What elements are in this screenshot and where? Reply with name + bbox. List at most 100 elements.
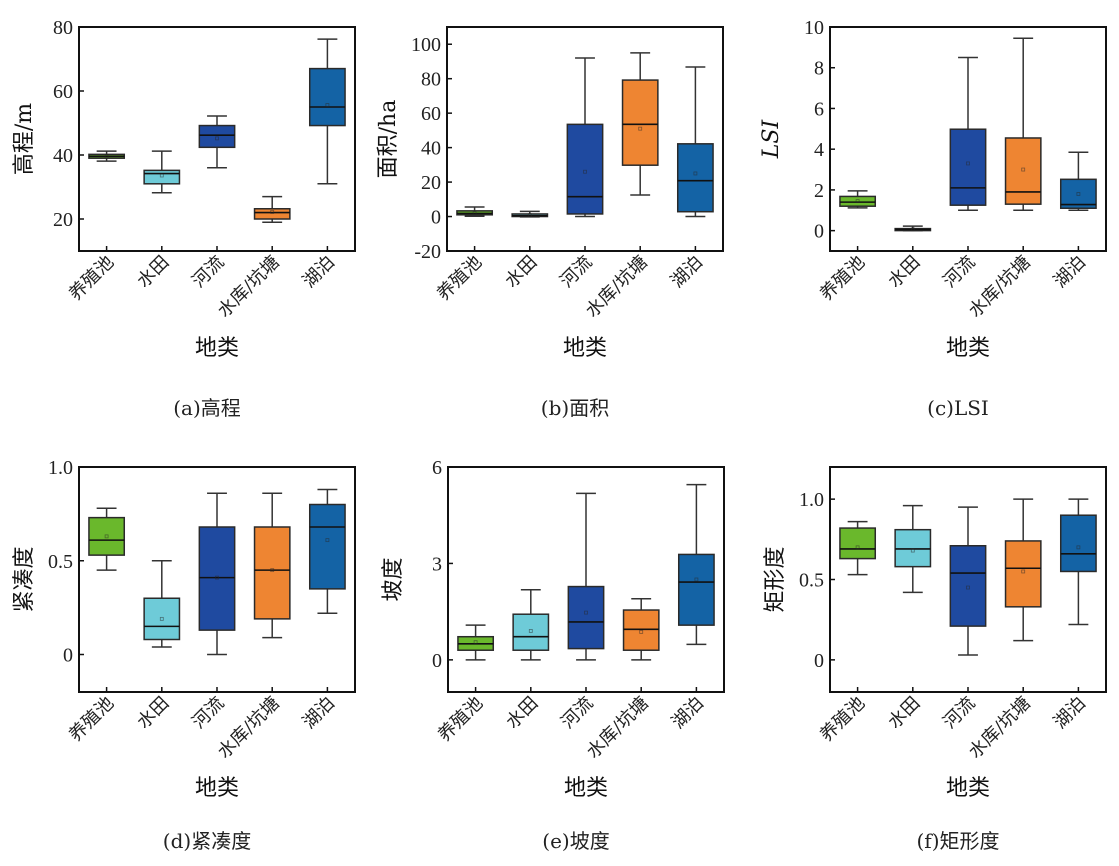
x-tick-label: 水田 [502,693,542,733]
x-tick-label: 湖泊 [299,693,339,733]
x-tick-label: 水田 [884,252,924,292]
mean-marker [1021,167,1026,172]
iqr-box [839,527,877,560]
iqr-box [308,503,346,590]
x-tick-label: 湖泊 [1050,252,1090,292]
x-axis-title: 地类 [195,776,239,801]
x-tick-label: 河流 [188,693,228,733]
x-tick-label: 湖泊 [668,693,708,733]
iqr-box [88,516,126,556]
iqr-box [1059,178,1097,209]
iqr-box [308,67,346,127]
box-2 [512,589,550,661]
iqr-box [839,195,877,207]
mean-marker [528,629,533,633]
y-axis-title: 面积/ha [376,100,401,179]
iqr-box [198,526,236,631]
y-axis-title: LSI [759,119,784,160]
box-1 [457,624,495,661]
mean-marker [325,538,330,543]
x-axis-title: 地类 [946,776,990,801]
box-5 [1059,498,1097,626]
x-tick-label: 水田 [133,693,173,733]
box-3 [198,115,236,169]
y-tick-label: 0 [432,650,442,672]
mean-marker [159,173,164,178]
x-axis-title: 地类 [564,776,608,801]
mean-marker [270,210,275,214]
y-tick-label: 10 [804,17,824,39]
box-3 [949,506,987,656]
y-tick-label: 6 [432,457,442,479]
x-tick-label: 水田 [501,252,541,292]
y-axis-title: 高程/m [12,103,37,175]
box-5 [308,38,346,185]
mean-marker [1021,569,1026,574]
box-4 [1004,37,1042,212]
y-tick-label: 40 [53,145,73,167]
x-tick-label: 湖泊 [299,252,339,292]
box-4 [621,52,659,196]
panel-caption: (e)坡度 [542,829,609,853]
x-axis-title: 地类 [195,336,239,361]
box-4 [253,195,291,223]
y-axis-title: 紧凑度 [12,546,37,612]
y-tick-label: 0.5 [48,551,73,573]
x-tick-label: 河流 [188,252,228,292]
box-3 [567,492,605,661]
mean-marker [215,575,219,580]
x-tick-label: 河流 [939,693,979,733]
x-tick-label: 水田 [884,693,924,733]
mean-marker [694,577,699,582]
mean-marker [693,171,698,176]
y-tick-label: 60 [421,103,441,125]
x-tick-label: 河流 [939,252,979,292]
mean-marker [215,136,219,141]
x-tick-label: 养殖池 [815,692,869,746]
box-4 [622,598,660,661]
x-tick-label: 湖泊 [667,252,707,292]
y-tick-label: 80 [421,69,441,91]
y-tick-label: 8 [814,58,824,80]
x-tick-label: 水田 [133,252,173,292]
mean-marker [104,154,109,159]
mean-marker [472,211,477,215]
mean-marker [639,629,644,634]
iqr-box [566,123,604,215]
box-2 [143,560,181,648]
mean-marker [855,199,860,204]
mean-marker [583,169,587,174]
box-4 [253,492,291,639]
box-5 [1059,151,1097,212]
box-1 [88,507,126,571]
box-5 [676,66,714,218]
mean-marker [1076,192,1081,196]
mean-marker [473,640,478,645]
y-tick-label: 0 [431,207,441,229]
y-tick-label: 0 [63,645,73,667]
mean-marker [855,545,860,550]
box-4 [1004,498,1042,642]
iqr-box [949,128,987,206]
x-tick-label: 湖泊 [1050,693,1090,733]
y-tick-label: -20 [414,241,441,263]
x-axis-title: 地类 [563,336,607,361]
y-tick-label: 3 [432,553,442,575]
panel-caption: (f)矩形度 [916,829,999,853]
mean-marker [159,616,164,621]
box-2 [143,150,181,194]
box-2 [511,210,549,218]
x-tick-label: 养殖池 [433,692,487,746]
mean-marker [584,610,588,615]
y-tick-label: 100 [411,34,441,56]
x-tick-label: 河流 [557,693,597,733]
mean-marker [270,568,275,573]
mean-marker [966,161,970,166]
iqr-box [1004,540,1042,608]
x-tick-label: 养殖池 [64,251,118,305]
y-tick-label: 0 [814,221,824,243]
